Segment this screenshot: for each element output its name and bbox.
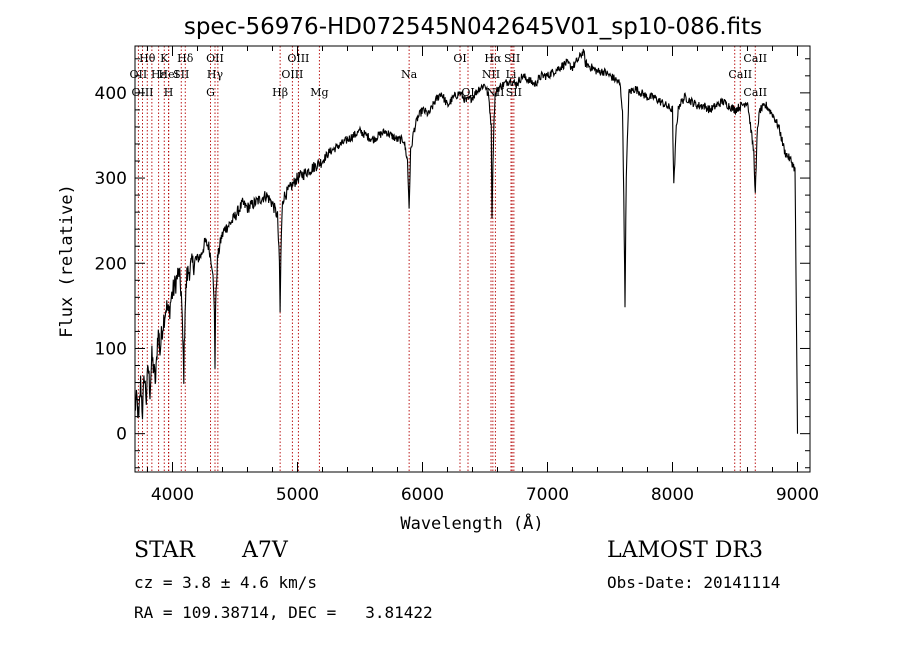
object-class: STAR	[134, 538, 195, 563]
spectrum-line	[134, 48, 799, 434]
plot-frame	[134, 45, 811, 473]
line-label: NII	[486, 86, 504, 99]
axis-ticks: 4000 5000 6000 7000 8000 9000 0 100 200 300 400	[95, 46, 819, 505]
line-label: OII	[130, 68, 148, 81]
coordinates: RA = 109.38714, DEC = 3.81422	[134, 603, 433, 622]
y-tick-label: 0	[116, 425, 127, 445]
x-axis-label: Wavelength (Å)	[400, 512, 543, 534]
line-label: Mg	[310, 86, 328, 99]
spectral-subclass: A7V	[242, 538, 288, 563]
line-label: K	[160, 52, 169, 65]
line-label: Hε	[151, 68, 167, 81]
line-label: CaII	[743, 52, 767, 65]
x-tick-label: 8000	[651, 485, 694, 505]
y-tick-label: 400	[95, 84, 127, 104]
line-markers	[137, 46, 756, 472]
y-tick-label: 100	[95, 339, 127, 359]
x-tick-label: 5000	[276, 485, 319, 505]
observation-date: Obs-Date: 20141114	[607, 573, 781, 592]
x-tick-label: 7000	[526, 485, 569, 505]
x-tick-label: 9000	[776, 485, 819, 505]
y-tick-label: 300	[95, 169, 127, 189]
chart-title: spec-56976-HD072545N042645V01_sp10-086.f…	[184, 14, 762, 40]
line-label: OII	[206, 52, 224, 65]
line-label: CaII	[743, 86, 767, 99]
line-label: Hγ	[207, 68, 224, 81]
line-label: Hα	[484, 52, 502, 65]
line-label: HeI	[159, 68, 179, 81]
line-label: OIII	[281, 68, 303, 81]
y-axis-label: Flux (relative)	[57, 184, 77, 338]
line-label: Na	[401, 68, 418, 81]
line-label: Li	[506, 68, 517, 81]
line-label: Hδ	[177, 52, 194, 65]
redshift-velocity: cz = 3.8 ± 4.6 km/s	[134, 573, 318, 592]
line-label: NII	[482, 68, 500, 81]
line-label: OI	[453, 52, 466, 65]
line-label: Hθ	[139, 52, 156, 65]
line-label: SII	[173, 68, 189, 81]
line-label: OIII	[287, 52, 309, 65]
line-label: H	[164, 86, 174, 99]
line-label: Hβ	[272, 86, 288, 99]
survey-name: LAMOST DR3	[607, 538, 763, 563]
x-tick-label: 6000	[401, 485, 444, 505]
y-tick-label: 200	[95, 254, 127, 274]
line-label: SII	[506, 86, 522, 99]
x-tick-label: 4000	[151, 485, 194, 505]
line-label: CaII	[728, 68, 752, 81]
line-label: G	[206, 86, 215, 99]
line-label: SII	[504, 52, 520, 65]
